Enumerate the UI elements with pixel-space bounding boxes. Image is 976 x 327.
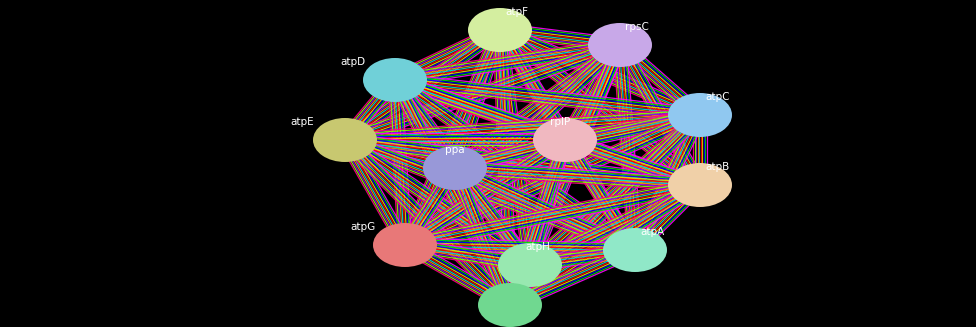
Ellipse shape bbox=[313, 118, 377, 162]
Text: atpD: atpD bbox=[340, 57, 365, 67]
Ellipse shape bbox=[498, 243, 562, 287]
Ellipse shape bbox=[423, 146, 487, 190]
Text: atpE: atpE bbox=[290, 117, 313, 127]
Ellipse shape bbox=[478, 283, 542, 327]
Text: atpG: atpG bbox=[350, 222, 375, 232]
Ellipse shape bbox=[363, 58, 427, 102]
Ellipse shape bbox=[668, 93, 732, 137]
Ellipse shape bbox=[533, 118, 597, 162]
Text: rplP: rplP bbox=[550, 117, 570, 127]
Ellipse shape bbox=[603, 228, 667, 272]
Ellipse shape bbox=[588, 23, 652, 67]
Text: atpB: atpB bbox=[705, 162, 729, 172]
Ellipse shape bbox=[373, 223, 437, 267]
Text: atpH: atpH bbox=[525, 242, 549, 252]
Ellipse shape bbox=[668, 163, 732, 207]
Ellipse shape bbox=[468, 8, 532, 52]
Text: rpsC: rpsC bbox=[625, 22, 649, 32]
Text: atpC: atpC bbox=[705, 92, 729, 102]
Text: ppa: ppa bbox=[445, 145, 465, 155]
Text: atpA: atpA bbox=[640, 227, 665, 237]
Text: atpF: atpF bbox=[505, 7, 528, 17]
